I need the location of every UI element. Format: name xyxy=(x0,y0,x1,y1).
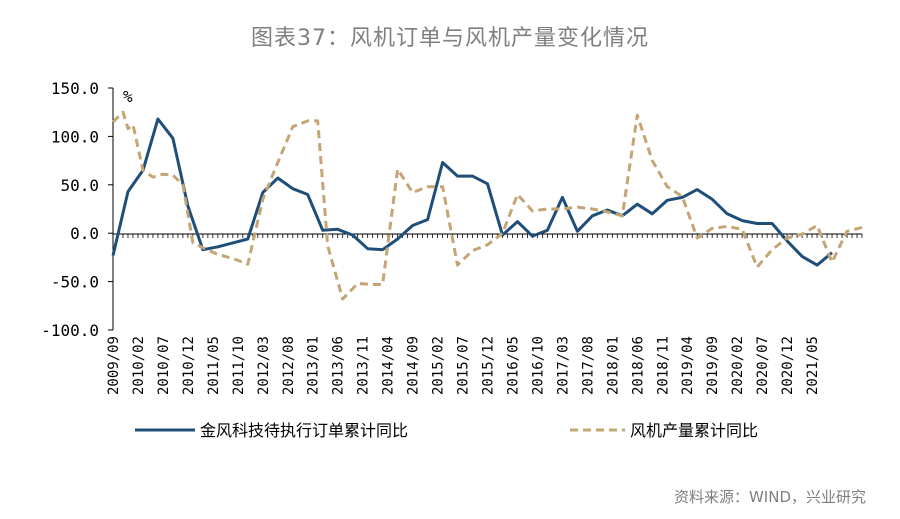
x-tick-label: 2015/12 xyxy=(481,336,497,395)
x-tick-label: 2018/11 xyxy=(655,336,671,395)
y-tick-label: 0.0 xyxy=(70,224,99,243)
x-tick-label: 2014/04 xyxy=(381,336,397,395)
legend-label: 金风科技待执行订单累计同比 xyxy=(200,421,408,440)
source-note: 资料来源：WIND，兴业研究 xyxy=(673,488,866,506)
x-tick-label: 2019/09 xyxy=(705,336,721,395)
series-line-turbine-output xyxy=(111,110,863,301)
x-tick-label: 2020/02 xyxy=(730,336,746,395)
x-tick-label: 2012/03 xyxy=(256,336,272,395)
x-tick-label: 2020/07 xyxy=(755,336,771,395)
x-tick-label: 2015/07 xyxy=(456,336,472,395)
y-tick-label: 50.0 xyxy=(60,176,99,195)
y-tick-label: 150.0 xyxy=(51,79,99,98)
y-tick-label: -100.0 xyxy=(41,321,99,340)
x-tick-label: 2012/08 xyxy=(281,336,297,395)
x-tick-label: 2017/03 xyxy=(555,336,571,395)
x-tick-label: 2018/06 xyxy=(630,336,646,395)
x-tick-label: 2011/10 xyxy=(231,336,247,395)
x-tick-label: 2021/05 xyxy=(805,336,821,395)
x-tick-label: 2013/06 xyxy=(331,336,347,395)
x-tick-label: 2010/12 xyxy=(181,336,197,395)
x-tick-label: 2016/10 xyxy=(530,336,546,395)
y-tick-label: 100.0 xyxy=(51,127,99,146)
x-tick-label: 2015/02 xyxy=(431,336,447,395)
chart-title: 图表37：风机订单与风机产量变化情况 xyxy=(251,26,649,51)
y-tick-label: -50.0 xyxy=(51,273,99,292)
x-tick-label: 2018/01 xyxy=(605,336,621,395)
y-axis-unit: % xyxy=(123,87,133,106)
x-tick-label: 2016/05 xyxy=(505,336,521,395)
x-tick-label: 2017/08 xyxy=(580,336,596,395)
x-tick-label: 2010/07 xyxy=(156,336,172,395)
x-tick-label: 2020/12 xyxy=(780,336,796,395)
x-tick-label: 2013/11 xyxy=(356,336,372,395)
x-tick-label: 2010/02 xyxy=(131,336,147,395)
x-tick-label: 2011/05 xyxy=(206,336,222,395)
legend-label: 风机产量累计同比 xyxy=(630,421,758,440)
series-line-goldwind-orders xyxy=(111,117,833,267)
x-tick-label: 2013/01 xyxy=(306,336,322,395)
x-tick-label: 2009/09 xyxy=(106,336,122,395)
x-tick-label: 2014/09 xyxy=(406,336,422,395)
x-tick-label: 2019/04 xyxy=(680,336,696,395)
